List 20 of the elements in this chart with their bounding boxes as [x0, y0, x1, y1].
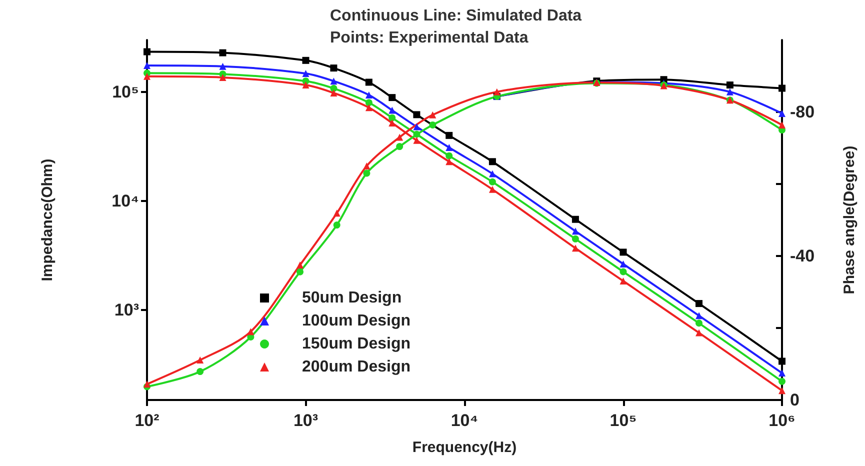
legend-label: 50um Design	[302, 290, 402, 306]
y2-axis-title: Phase angle(Degree)	[841, 146, 858, 294]
x-tick-label: 10⁵	[610, 411, 637, 430]
y2-tick-label: -80	[790, 102, 815, 122]
x-tick-label: 10⁶	[768, 411, 796, 430]
legend-label: 150um Design	[302, 336, 410, 352]
y2-tick-label: 0	[790, 390, 800, 410]
annotation: Points: Experimental Data	[330, 30, 528, 46]
legend-label: 200um Design	[302, 358, 410, 376]
x-axis-title: Frequency(Hz)	[412, 439, 517, 456]
x-tick-label: 10⁴	[450, 411, 478, 430]
x-tick-label: 10³	[293, 411, 318, 430]
text: Continuous Line: Simulated Data	[330, 8, 582, 24]
y-tick-label: 10⁴	[112, 192, 139, 211]
x-tick-label: 10²	[134, 411, 160, 430]
y-axis-title: Impedance(Ohm)	[39, 158, 56, 282]
legend-label: 100um Design	[302, 312, 410, 330]
y-tick-label: 10⁵	[112, 82, 139, 102]
y2-tick-label: -40	[790, 246, 815, 266]
y-tick-label: 10³	[114, 300, 140, 320]
